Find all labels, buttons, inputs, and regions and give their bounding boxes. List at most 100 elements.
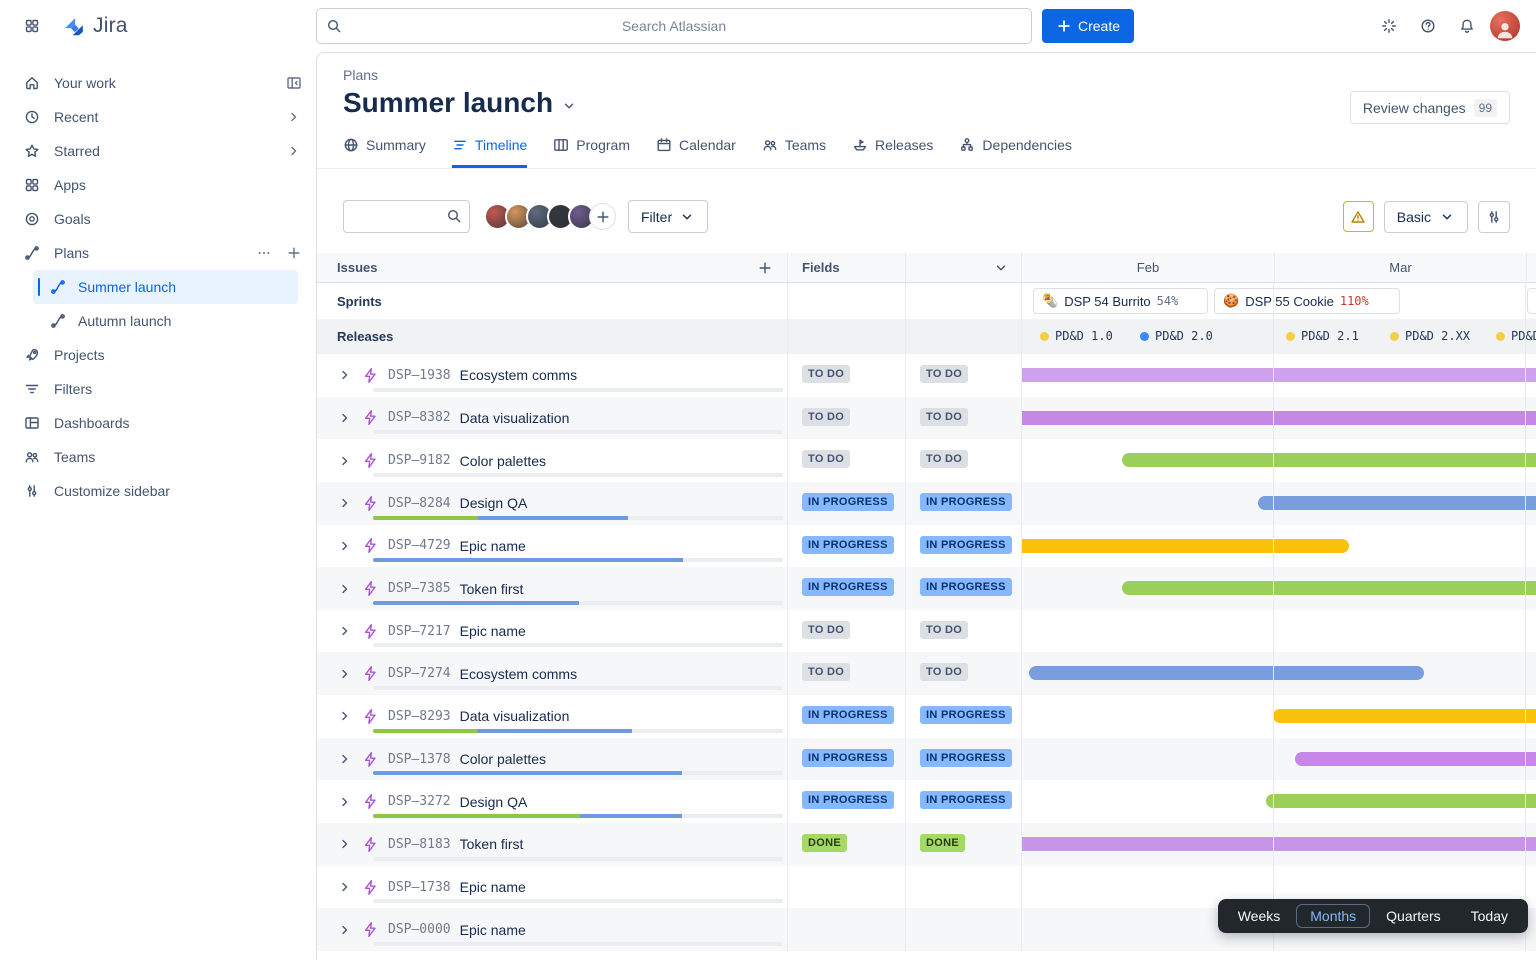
issue-title[interactable]: Ecosystem comms bbox=[459, 367, 578, 384]
issue-title[interactable]: Epic name bbox=[459, 879, 526, 895]
sidebar-item-plans[interactable]: Plans bbox=[0, 236, 316, 270]
tab-program[interactable]: Program bbox=[553, 137, 630, 168]
view-today-button[interactable]: Today bbox=[1457, 904, 1522, 928]
chevron-right-icon[interactable] bbox=[337, 708, 353, 724]
globe-icon bbox=[343, 137, 359, 153]
status-badge: TO DO bbox=[920, 365, 969, 383]
release-marker[interactable]: PD&D 1.0 bbox=[1040, 328, 1113, 344]
chevron-right-icon[interactable] bbox=[337, 581, 353, 597]
issue-title[interactable]: Design QA bbox=[459, 793, 528, 810]
chevron-down-icon[interactable] bbox=[561, 98, 577, 114]
timeline-bar[interactable] bbox=[1022, 837, 1536, 852]
issue-title[interactable]: Design QA bbox=[459, 495, 528, 512]
tab-summary[interactable]: Summary bbox=[343, 137, 426, 168]
chevron-right-icon[interactable] bbox=[337, 666, 353, 682]
help-button[interactable] bbox=[1412, 10, 1444, 42]
dependencies-icon bbox=[959, 137, 975, 153]
view-quarters-button[interactable]: Quarters bbox=[1372, 904, 1454, 928]
sidebar-item-teams[interactable]: Teams bbox=[0, 440, 316, 474]
timeline-bar[interactable] bbox=[1029, 666, 1424, 681]
release-dot-icon bbox=[1496, 331, 1505, 341]
app-switcher-icon[interactable] bbox=[16, 10, 48, 42]
issue-title[interactable]: Token first bbox=[459, 580, 524, 597]
view-months-button[interactable]: Months bbox=[1296, 904, 1371, 928]
issue-title[interactable]: Data visualization bbox=[459, 409, 570, 426]
chevron-right-icon[interactable] bbox=[337, 794, 353, 810]
notifications-button[interactable] bbox=[1451, 10, 1483, 42]
timeline-bar[interactable] bbox=[1022, 368, 1536, 382]
issue-title[interactable]: Epic name bbox=[459, 623, 526, 640]
timeline-bar[interactable] bbox=[1122, 581, 1536, 596]
tab-releases[interactable]: Releases bbox=[852, 137, 933, 168]
sidebar-item-apps[interactable]: Apps bbox=[0, 168, 316, 202]
star-icon bbox=[24, 143, 40, 159]
tab-calendar[interactable]: Calendar bbox=[656, 137, 736, 168]
review-changes-button[interactable]: Review changes 99 bbox=[1349, 91, 1510, 124]
sidebar-item-dashboards[interactable]: Dashboards bbox=[0, 406, 316, 440]
breadcrumb[interactable]: Plans bbox=[343, 67, 379, 83]
issue-title[interactable]: Data visualization bbox=[459, 708, 570, 725]
release-marker[interactable]: PD&D 2.1 bbox=[1286, 328, 1359, 344]
sprint-chip[interactable]: 🍪 DSP 55 Cookie 110% bbox=[1214, 288, 1400, 314]
chevron-right-icon[interactable] bbox=[337, 410, 353, 426]
chevron-right-icon[interactable] bbox=[337, 453, 353, 469]
chevron-right-icon[interactable] bbox=[337, 367, 353, 383]
chevron-right-icon[interactable] bbox=[337, 538, 353, 554]
chevron-right-icon[interactable] bbox=[337, 623, 353, 639]
timeline-bar[interactable] bbox=[1258, 495, 1536, 510]
color-mode-dropdown[interactable]: Basic bbox=[1383, 200, 1468, 233]
sidebar-item-goals[interactable]: Goals bbox=[0, 202, 316, 236]
chevron-right-icon[interactable] bbox=[337, 751, 353, 767]
issue-title[interactable]: Epic name bbox=[459, 921, 526, 938]
release-marker[interactable]: PD&D 2.XX bbox=[1390, 328, 1470, 344]
view-settings-button[interactable] bbox=[1478, 200, 1510, 233]
timeline-bar[interactable] bbox=[1266, 794, 1536, 809]
sidebar-item-customize-sidebar[interactable]: Customize sidebar bbox=[0, 474, 316, 508]
issue-title[interactable]: Token first bbox=[459, 836, 524, 853]
chevron-right-icon[interactable] bbox=[337, 922, 353, 938]
issue-title[interactable]: Epic name bbox=[459, 537, 526, 554]
filter-button[interactable]: Filter bbox=[628, 200, 709, 233]
release-marker[interactable]: PD&D bbox=[1496, 328, 1536, 344]
sidebar-item-summer-launch[interactable]: Summer launch bbox=[33, 270, 298, 304]
jira-logo[interactable]: Jira bbox=[62, 14, 128, 39]
sidebar-item-starred[interactable]: Starred bbox=[0, 134, 316, 168]
sidebar-item-autumn-launch[interactable]: Autumn launch bbox=[33, 304, 298, 338]
search-input[interactable] bbox=[316, 8, 1032, 44]
tab-dependencies[interactable]: Dependencies bbox=[959, 137, 1072, 168]
add-collaborator-button[interactable] bbox=[589, 203, 616, 230]
status-badge: IN PROGRESS bbox=[802, 706, 894, 725]
warning-button[interactable] bbox=[1342, 201, 1374, 232]
sprint-chip[interactable] bbox=[1527, 288, 1536, 314]
issue-title[interactable]: Color palettes bbox=[459, 452, 547, 469]
sidebar-item-projects[interactable]: Projects bbox=[0, 338, 316, 372]
issue-title[interactable]: Color palettes bbox=[459, 751, 547, 768]
tab-teams[interactable]: Teams bbox=[762, 137, 826, 168]
tab-timeline[interactable]: Timeline bbox=[451, 137, 528, 168]
issue-title[interactable]: Ecosystem comms bbox=[459, 665, 578, 682]
create-button[interactable]: Create bbox=[1042, 9, 1135, 43]
timeline-bar[interactable] bbox=[1122, 453, 1536, 468]
chevron-right-icon[interactable] bbox=[337, 879, 353, 895]
sparkle-button[interactable] bbox=[1373, 10, 1405, 42]
view-weeks-button[interactable]: Weeks bbox=[1224, 904, 1295, 928]
sidebar-item-label: Goals bbox=[54, 211, 91, 227]
status-badge: IN PROGRESS bbox=[802, 578, 894, 597]
progress-segment bbox=[580, 814, 682, 819]
sidebar-item-your-work[interactable]: Your work bbox=[0, 66, 316, 100]
sidebar-item-filters[interactable]: Filters bbox=[0, 372, 316, 406]
timeline-bar[interactable] bbox=[1273, 709, 1536, 724]
timeline-bar[interactable] bbox=[1295, 751, 1536, 766]
release-marker[interactable]: PD&D 2.0 bbox=[1140, 328, 1213, 344]
chevron-right-icon[interactable] bbox=[337, 495, 353, 511]
sidebar-item-recent[interactable]: Recent bbox=[0, 100, 316, 134]
user-avatar[interactable] bbox=[1490, 11, 1520, 41]
timeline-bar[interactable] bbox=[1022, 410, 1536, 425]
collaborator-avatar[interactable] bbox=[547, 203, 574, 230]
timeline-bar[interactable] bbox=[1022, 538, 1349, 553]
sprint-chip[interactable]: 🌯 DSP 54 Burrito 54% bbox=[1033, 288, 1208, 314]
program-icon bbox=[553, 137, 569, 153]
chevron-right-icon[interactable] bbox=[337, 836, 353, 852]
add-issue-button[interactable] bbox=[757, 260, 773, 276]
fields-chevron-icon[interactable] bbox=[993, 260, 1009, 276]
